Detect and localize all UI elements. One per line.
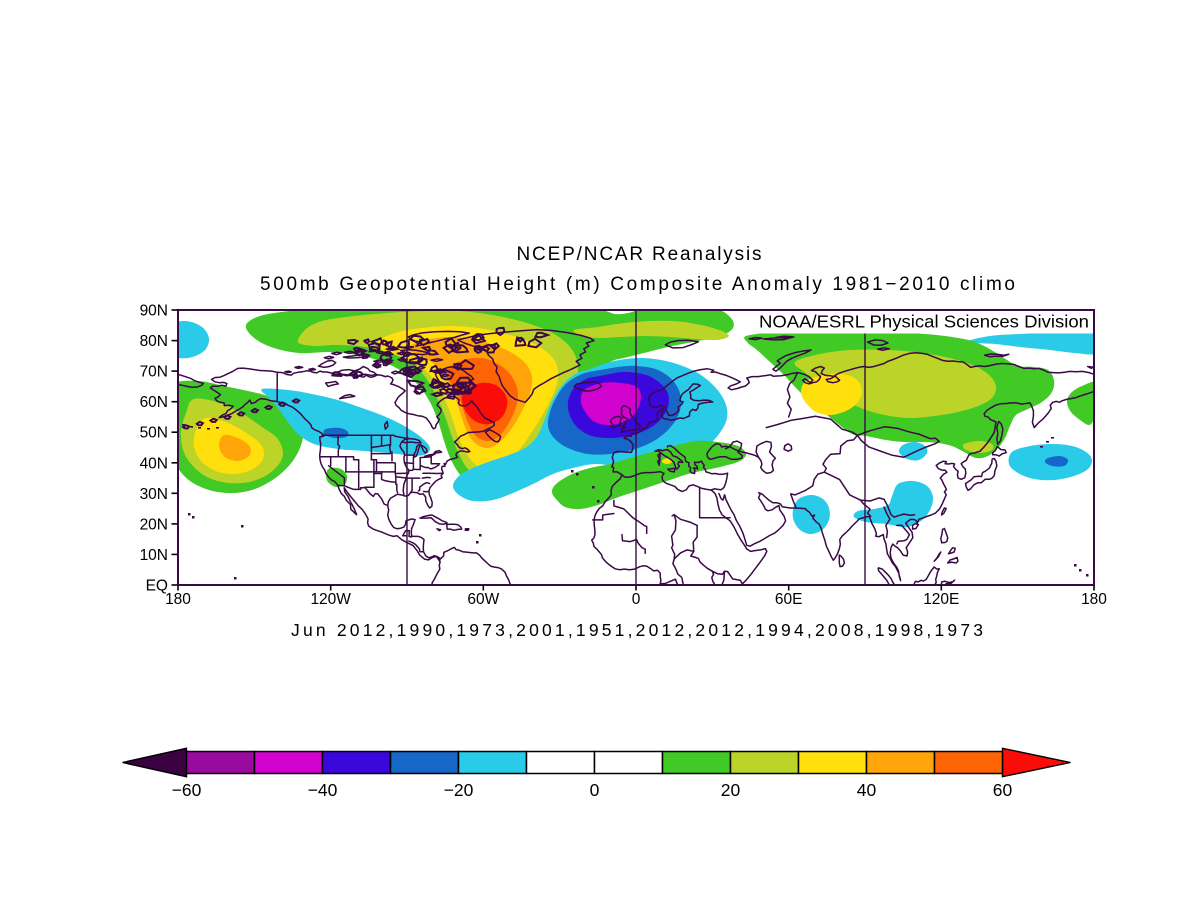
svg-text:30N: 30N	[140, 486, 168, 503]
svg-text:0: 0	[590, 780, 600, 800]
svg-text:EQ: EQ	[146, 578, 168, 595]
svg-text:20N: 20N	[140, 516, 168, 533]
svg-text:70N: 70N	[140, 364, 168, 381]
svg-text:50N: 50N	[140, 425, 168, 442]
svg-text:40: 40	[857, 780, 877, 800]
svg-text:20: 20	[721, 780, 741, 800]
svg-text:90N: 90N	[140, 303, 168, 320]
svg-text:60W: 60W	[467, 591, 499, 608]
svg-text:60: 60	[993, 780, 1013, 800]
svg-text:10N: 10N	[140, 547, 168, 564]
svg-text:40N: 40N	[140, 455, 168, 472]
svg-text:180: 180	[165, 591, 191, 608]
svg-text:−40: −40	[308, 780, 338, 800]
svg-text:120E: 120E	[923, 591, 959, 608]
svg-text:180: 180	[1081, 591, 1107, 608]
svg-text:60E: 60E	[775, 591, 803, 608]
svg-text:80N: 80N	[140, 333, 168, 350]
svg-text:NCEP/NCAR Reanalysis: NCEP/NCAR Reanalysis	[517, 244, 762, 265]
svg-text:120W: 120W	[310, 591, 351, 608]
svg-text:−60: −60	[172, 780, 202, 800]
svg-text:Jun 2012,1990,1973,2001,1951,2: Jun 2012,1990,1973,2001,1951,2012,2012,1…	[291, 620, 983, 640]
svg-text:NOAA/ESRL Physical Sciences Di: NOAA/ESRL Physical Sciences Division	[759, 312, 1089, 332]
svg-text:−20: −20	[444, 780, 474, 800]
svg-text:60N: 60N	[140, 394, 168, 411]
svg-text:0: 0	[632, 591, 641, 608]
